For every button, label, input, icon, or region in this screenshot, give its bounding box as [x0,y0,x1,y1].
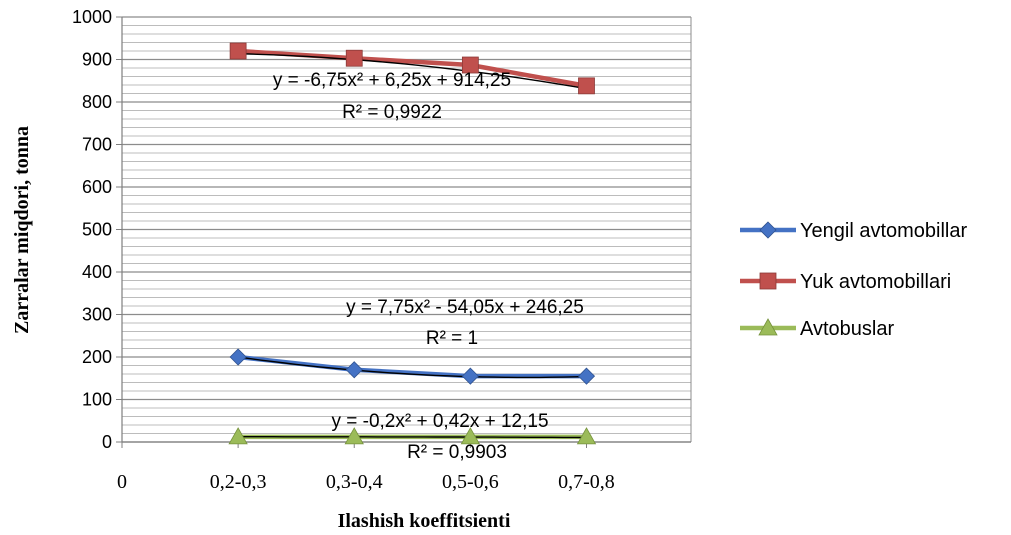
data-point-yuk-avtomobillari [461,56,479,74]
y-axis-title: Zarralar miqdori, tonna [11,126,33,334]
x-axis-title: Ilashish koeffitsienti [338,510,511,532]
y-tick-label: 400 [82,262,112,282]
data-point-yuk-avtomobillari [229,42,247,60]
x-tick-label: 0,3-0,4 [326,471,383,493]
legend-marker-yengil-avtomobillar [759,221,777,239]
legend: Yengil avtomobillar Yuk avtomobillari Avto… [740,220,967,340]
data-point-avtobuslar [228,427,248,445]
data-point-yuk-avtomobillari [345,49,363,67]
y-tick-label: 900 [82,50,112,70]
trendline-r2: R² = 1 [426,328,478,349]
x-tick-label: 0,2-0,3 [210,471,267,493]
trendline-equation: y = -0,2x² + 0,42x + 12,15 [331,411,548,432]
x-tick-label: 0 [117,471,127,493]
data-point-avtobuslar [460,427,481,445]
series-line-yuk-avtomobillari [235,48,589,89]
grid [122,16,692,443]
y-tick-label: 1000 [72,7,112,27]
legend-marker-avtobuslar [758,318,778,336]
trendline-equation: y = 7,75x² - 54,05x + 246,25 [346,297,584,318]
y-tick-label: 800 [82,92,112,112]
y-tick-label: 600 [82,177,112,197]
y-tick-label: 100 [82,390,112,410]
data-point-yengil-avtomobillar [229,348,247,366]
series-line-yengil-avtomobillar [235,354,589,379]
legend-label-avtobuslar: Avtobuslar [800,318,894,340]
legend-label-yengil-avtomobillar: Yengil avtomobillar [800,220,967,242]
x-tick-label: 0,7-0,8 [558,471,615,493]
data-point-avtobuslar [344,427,364,445]
data-point-yengil-avtomobillar [461,367,479,385]
data-point-avtobuslar [576,427,597,445]
data-point-yuk-avtomobillari [578,77,595,95]
axes: 0 100 200 300 400 500 600 700 800 900 1000 0 0,2-0,3… [72,7,691,493]
y-tick-label: 700 [82,135,112,155]
y-tick-label: 200 [82,347,112,367]
trendline-equation: y = -6,75x² + 6,25x + 914,25 [273,70,511,91]
legend-label-yuk-avtomobillari: Yuk avtomobillari [800,271,951,293]
trendline-yengil-avtomobillar [238,356,587,379]
x-tick-label: 0,5-0,6 [442,471,499,493]
y-tick-label: 300 [82,305,112,325]
data-point-yengil-avtomobillar [577,367,596,385]
y-tick-label: 0 [102,432,112,452]
labels: y = -6,75x² + 6,25x + 914,25 R² = 0,9922 y… [273,70,584,463]
trendline-r2: R² = 0,9922 [342,102,442,123]
y-tick-label: 500 [82,220,112,240]
legend-marker-yuk-avtomobillari [759,272,777,290]
data-point-yengil-avtomobillar [345,361,363,379]
trendline-r2: R² = 0,9903 [407,442,507,463]
trendline-yuk-avtomobillari [238,53,587,90]
trendline-avtobuslar [238,436,587,439]
series [228,42,597,445]
